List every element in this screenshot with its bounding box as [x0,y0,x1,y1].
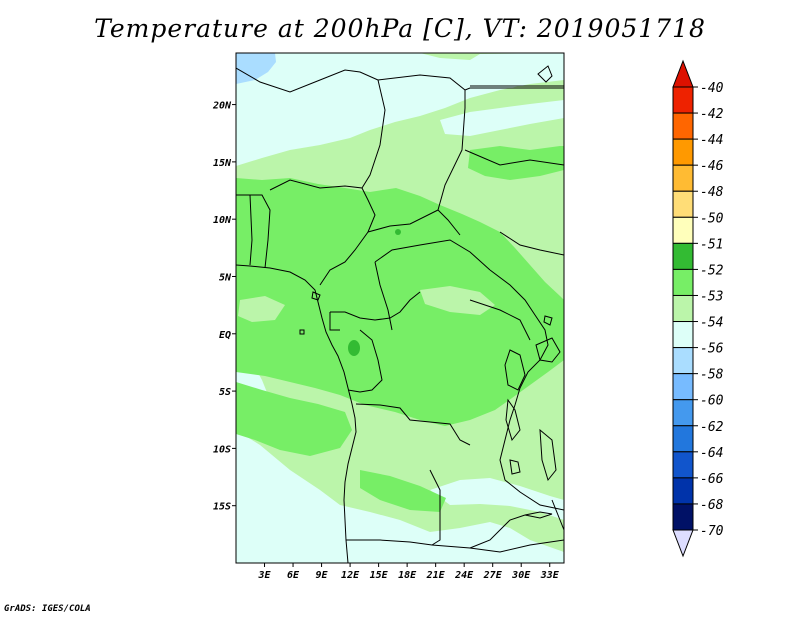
colorbar-swatch [672,294,694,323]
field-hole-1 [420,286,495,315]
colorbar-swatch [672,347,694,375]
colorbar-swatch [672,399,694,427]
lon-tick-label: 15E [370,570,389,581]
colorbar-label: -54 [700,316,723,331]
lon-tick-label: 21E [426,570,446,581]
field-hole-2 [238,296,285,322]
field-south-pale [236,430,564,563]
field-north-pale-2 [440,100,564,136]
colorbar-label: -66 [700,472,724,487]
lon-tick-label: 27E [483,570,503,581]
colorbar-label: -62 [700,420,724,435]
lat-tick-label: 5N [219,272,232,283]
field-southwest-green [236,382,352,456]
colorbar-swatch [672,216,694,244]
lat-tick-label: 15N [213,158,232,169]
colorbar-legend: -40 -42 -44 -46 -48 -50 -51 -52 -53 -54 -56 -58 -60 -… [672,59,724,558]
page-title: Temperature at 200hPa [C], VT: 201905171… [94,14,706,43]
colorbar-swatch [672,138,694,166]
colorbar-swatch [672,86,694,114]
colorbar-label: -46 [700,159,724,174]
colorbar-swatch [672,425,694,453]
colorbar-label: -50 [700,211,724,226]
field-northwest-blue [236,53,276,84]
lon-tick-label: 12E [341,570,360,581]
lon-tick-label: 24E [454,570,474,581]
colorbar-label: -53 [700,289,723,304]
country-borders [236,65,564,563]
colorbar-top-arrow [672,59,694,88]
colorbar-label: -56 [700,342,724,357]
colorbar-label: -42 [700,107,724,122]
lat-tick-label: 10N [213,215,232,226]
lat-tick-label: EQ [219,330,231,341]
colorbar-label: -64 [700,446,723,461]
field-southeast-pale [430,478,564,520]
colorbar-swatch [672,242,694,270]
colorbar-bottom-arrow [672,529,694,558]
colorbar-label: -52 [700,263,724,278]
colorbar-swatch [672,373,694,401]
lat-tick-label: 20N [212,101,232,112]
field-central-green [236,178,564,426]
field-dark-spot [348,340,360,356]
colorbar-swatch [672,164,694,192]
colorbar-label: -70 [700,524,724,539]
latitude-axis: 20N 15N 10N 5N EQ 5S 10S 15S [212,101,236,513]
colorbar-label: -60 [700,394,724,409]
colorbar-swatch [672,321,694,349]
lat-tick-label: 5S [219,387,231,398]
colorbar-label: -51 [700,237,723,252]
field-hole-3 [500,195,555,230]
colorbar-label: -44 [700,133,723,148]
lon-tick-label: 6E [287,570,300,581]
lat-tick-label: 10S [213,444,231,455]
lon-tick-label: 9E [316,570,329,581]
lon-tick-label: 33E [540,570,560,581]
longitude-axis: 3E 6E 9E 12E 15E 18E 21E 24E 27E 30E 33E [257,563,560,581]
lon-tick-label: 18E [398,570,417,581]
field-east-green [468,146,564,180]
colorbar-swatch [672,451,694,479]
colorbar-swatch [672,477,694,505]
credit-text: GrADS: IGES/COLA [4,604,91,614]
map-panel [236,53,564,563]
colorbar-label: -58 [700,368,724,383]
lon-tick-label: 30E [511,570,531,581]
lat-tick-label: 15S [213,502,231,513]
colorbar-swatch [672,268,694,296]
colorbar-label: -40 [700,81,724,96]
map-frame [235,52,565,564]
lon-tick-label: 3E [257,570,271,581]
colorbar-swatch [672,190,694,218]
colorbar-swatch [672,503,694,531]
field-south-green [360,470,446,512]
colorbar-swatch [672,112,694,140]
field-dark-spot-2 [395,229,401,235]
colorbar-label: -48 [700,185,724,200]
colorbar-label: -68 [700,498,724,513]
